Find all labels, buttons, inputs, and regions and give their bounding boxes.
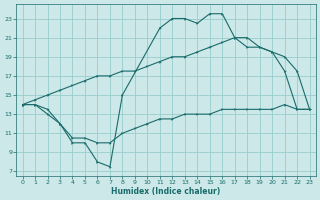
X-axis label: Humidex (Indice chaleur): Humidex (Indice chaleur) bbox=[111, 187, 221, 196]
